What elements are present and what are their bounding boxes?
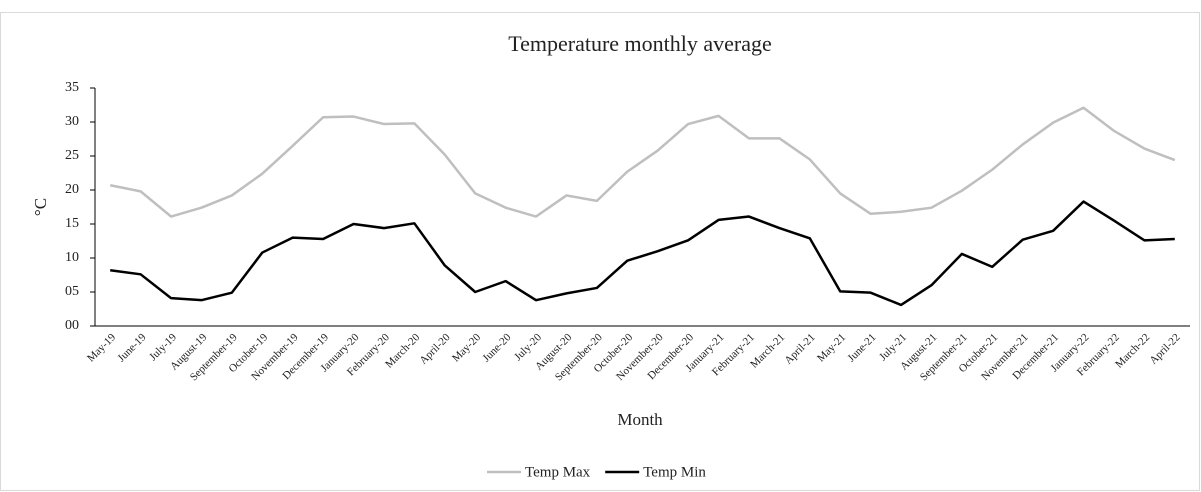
x-axis-title: Month bbox=[617, 410, 663, 429]
y-tick-label: 20 bbox=[65, 182, 79, 197]
y-tick-label: 35 bbox=[65, 80, 79, 95]
y-tick-label: 15 bbox=[65, 216, 79, 231]
y-tick-label: 25 bbox=[65, 148, 79, 163]
series-line bbox=[110, 200, 1175, 307]
y-tick-label: 00 bbox=[65, 318, 79, 333]
y-tick-label: 30 bbox=[65, 114, 79, 129]
legend-label: Temp Max bbox=[525, 464, 591, 480]
y-tick-label: 10 bbox=[65, 250, 79, 265]
y-tick-label: 05 bbox=[65, 284, 79, 299]
chart-border bbox=[0, 12, 1200, 491]
legend-label: Temp Min bbox=[643, 464, 706, 480]
series-line bbox=[109, 106, 1176, 218]
y-axis-title: °C bbox=[31, 198, 50, 216]
chart-title: Temperature monthly average bbox=[508, 31, 772, 56]
